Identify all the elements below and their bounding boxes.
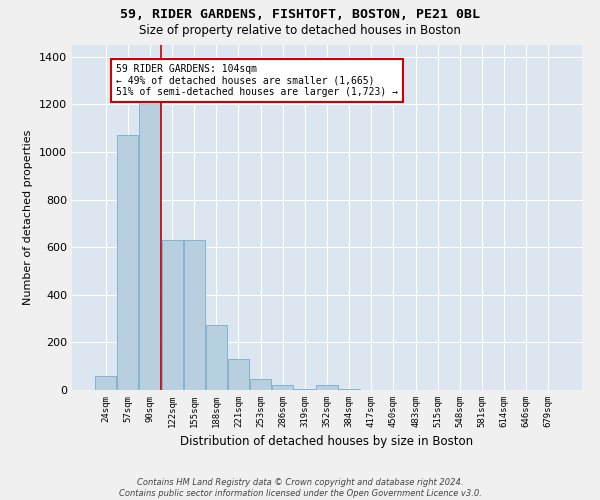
Bar	[272, 385, 293, 390]
Y-axis label: Number of detached properties: Number of detached properties	[23, 130, 34, 305]
Bar	[184, 240, 205, 390]
Bar	[95, 376, 116, 390]
X-axis label: Distribution of detached houses by size in Boston: Distribution of detached houses by size …	[181, 436, 473, 448]
Bar	[118, 136, 139, 390]
Text: Size of property relative to detached houses in Boston: Size of property relative to detached ho…	[139, 24, 461, 37]
Bar	[295, 389, 316, 390]
Bar	[228, 359, 249, 390]
Bar	[250, 380, 271, 390]
Bar	[206, 324, 227, 390]
Text: 59, RIDER GARDENS, FISHTOFT, BOSTON, PE21 0BL: 59, RIDER GARDENS, FISHTOFT, BOSTON, PE2…	[120, 8, 480, 20]
Bar	[161, 240, 182, 390]
Text: 59 RIDER GARDENS: 104sqm
← 49% of detached houses are smaller (1,665)
51% of sem: 59 RIDER GARDENS: 104sqm ← 49% of detach…	[116, 64, 398, 97]
Text: Contains HM Land Registry data © Crown copyright and database right 2024.
Contai: Contains HM Land Registry data © Crown c…	[119, 478, 481, 498]
Bar	[316, 385, 338, 390]
Bar	[338, 389, 359, 390]
Bar	[139, 92, 160, 390]
